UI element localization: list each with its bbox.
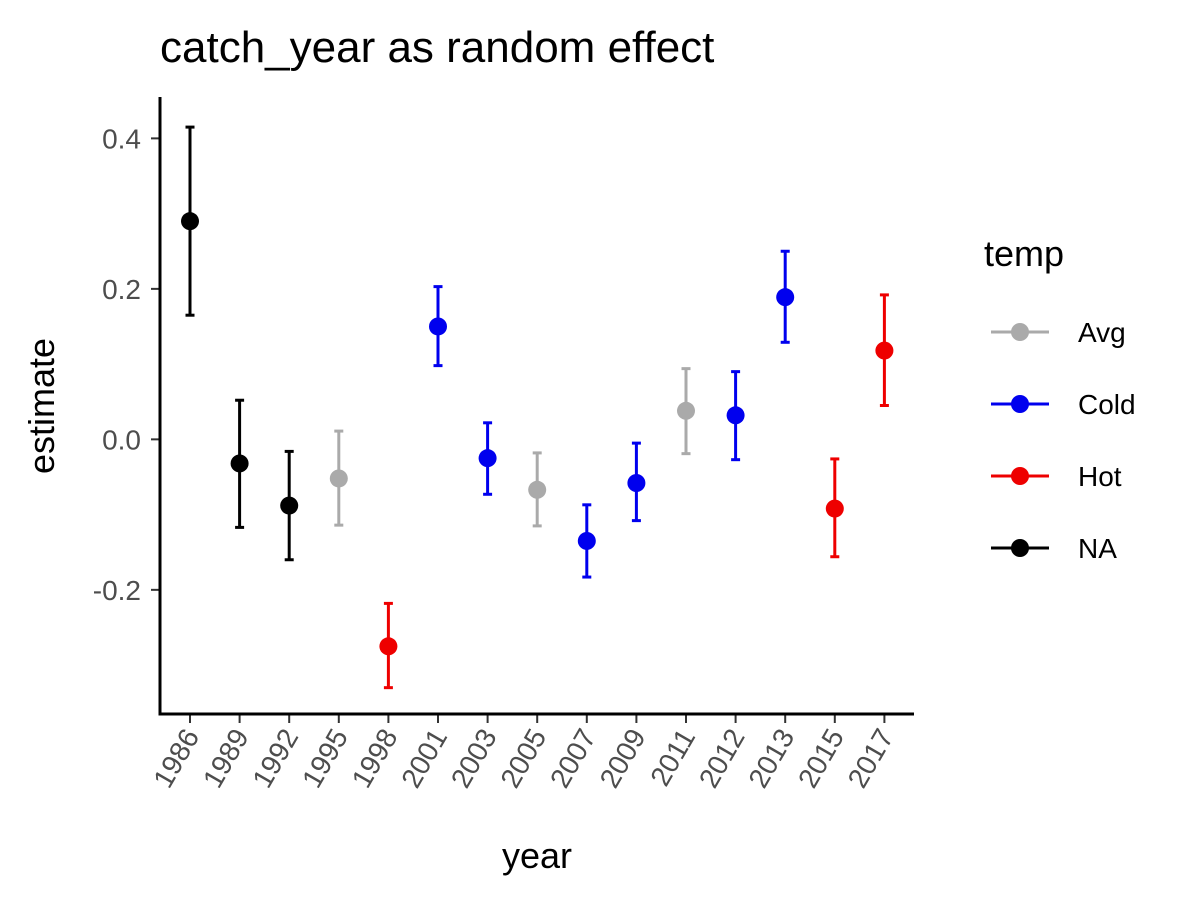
y-tick-label: -0.2 [93, 575, 141, 606]
x-tick-label: 2001 [395, 724, 453, 793]
estimate-point [875, 341, 894, 360]
legend-key-point [1011, 323, 1029, 341]
estimate-point [677, 401, 695, 420]
legend-item-na: NA [991, 533, 1117, 564]
estimate-point [776, 288, 795, 307]
y-tick-label: 0.2 [102, 274, 141, 305]
legend-title: temp [984, 233, 1064, 274]
errorbar-point-2005 [528, 451, 547, 528]
estimate-point [280, 496, 299, 515]
legend-label: Hot [1078, 461, 1122, 492]
x-axis-ticks: 1986198919921995199820012003200520072009… [147, 714, 900, 793]
x-tick-label: 1986 [147, 724, 205, 793]
estimate-point [429, 317, 447, 336]
chart-title: catch_year as random effect [160, 23, 714, 72]
legend-label: NA [1078, 533, 1117, 564]
estimate-point [528, 480, 547, 499]
estimate-point [379, 637, 398, 656]
errorbar-point-1992 [280, 449, 299, 562]
x-tick-label: 1995 [296, 724, 354, 793]
legend-label: Cold [1078, 389, 1136, 420]
errorbar-point-1995 [329, 429, 348, 527]
errorbar-point-1989 [230, 398, 249, 529]
x-tick-label: 2009 [594, 724, 652, 793]
errorbar-point-2015 [825, 457, 844, 559]
x-tick-label: 1998 [346, 724, 404, 793]
x-tick-label: 2005 [494, 724, 552, 793]
legend-key-point [1011, 395, 1029, 413]
x-tick-label: 2012 [693, 724, 751, 793]
estimate-point [230, 454, 249, 473]
estimate-point [181, 212, 199, 231]
legend-label: Avg [1078, 317, 1126, 348]
x-tick-label: 1992 [246, 724, 304, 793]
y-tick-label: 0.4 [102, 123, 141, 154]
errorbar-point-2011 [677, 367, 695, 456]
x-tick-label: 2003 [445, 724, 503, 793]
errorbar-point-2007 [577, 503, 596, 579]
legend-item-cold: Cold [991, 389, 1136, 420]
legend-item-avg: Avg [991, 317, 1126, 348]
estimate-point [825, 499, 844, 518]
x-axis-label: year [502, 835, 572, 876]
errorbar-point-2003 [478, 421, 497, 496]
legend-key-point [1011, 467, 1029, 485]
estimate-point [478, 449, 497, 468]
y-axis-label: estimate [21, 338, 62, 474]
x-tick-label: 2007 [544, 724, 602, 793]
y-axis-ticks: 0.4 0.2 0.0 -0.2 [93, 123, 160, 606]
y-tick-label: 0.0 [102, 424, 141, 455]
x-tick-label: 2013 [742, 724, 800, 793]
legend-key-point [1011, 539, 1029, 557]
legend: temp Avg Cold Hot NA [984, 233, 1136, 564]
errorbar-point-2017 [875, 293, 894, 407]
errorbar-point-2001 [429, 285, 447, 368]
errorbar-point-1998 [379, 601, 398, 690]
estimate-point [726, 406, 745, 425]
x-tick-label: 2015 [792, 724, 850, 793]
plot-marks [181, 125, 894, 690]
x-tick-label: 2011 [644, 724, 701, 792]
x-tick-label: 2017 [842, 724, 900, 793]
estimate-point [329, 469, 348, 488]
estimate-point [577, 531, 596, 550]
errorbar-point-2012 [726, 370, 745, 462]
errorbar-point-2013 [776, 249, 795, 344]
errorbar-point-1986 [181, 125, 199, 317]
estimate-point [627, 474, 646, 493]
errorbar-point-2009 [627, 441, 646, 523]
legend-item-hot: Hot [991, 461, 1122, 492]
x-tick-label: 1989 [197, 724, 255, 793]
